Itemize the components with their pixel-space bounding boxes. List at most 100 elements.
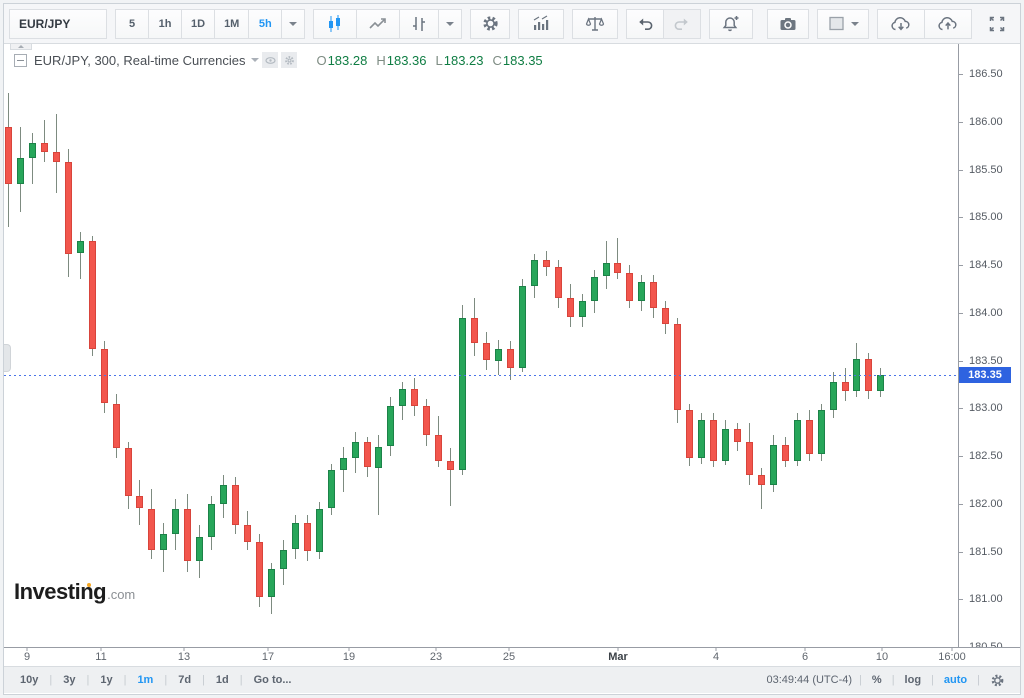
chart-type-dropdown-button[interactable]: [438, 8, 463, 39]
candle-wick: [617, 238, 619, 280]
candle-up: [220, 484, 228, 504]
snapshot-button[interactable]: [767, 8, 809, 39]
price-axis[interactable]: 183.35 186.50 186.00 185.50 185.00 184.50 184…: [958, 44, 1020, 647]
plot-area[interactable]: EUR/JPY, 300, Real-time Currencies O 183.…: [4, 44, 958, 647]
symbol-search[interactable]: EUR/JPY: [9, 8, 107, 39]
candle-down: [303, 522, 311, 552]
candle-down: [757, 475, 765, 485]
legend-collapse-icon[interactable]: [14, 53, 27, 67]
candle-up: [399, 389, 407, 407]
range-1m-active[interactable]: 1m: [137, 674, 154, 686]
range-1y[interactable]: 1y: [100, 674, 113, 686]
range-1d[interactable]: 1d: [215, 674, 229, 686]
candle-up: [160, 534, 168, 550]
series-visibility-button[interactable]: [262, 52, 279, 68]
interval-1h[interactable]: 1h: [148, 8, 182, 39]
candle-down: [52, 152, 60, 162]
candlestick-chart-button[interactable]: [313, 8, 358, 39]
last-price-line: [4, 375, 958, 376]
range-3y[interactable]: 3y: [63, 674, 76, 686]
candle-up: [530, 260, 538, 286]
candle-down: [471, 317, 478, 344]
x-tick-mark: [100, 647, 102, 651]
x-tick-mark: [267, 647, 269, 651]
chart-window: EUR/JPY 5 1h 1D 1M 5h: [3, 3, 1021, 695]
candle-up: [602, 263, 610, 277]
line-chart-button[interactable]: [356, 8, 401, 39]
y-tick-mark: [959, 552, 963, 553]
redo-button[interactable]: [663, 8, 702, 39]
candle-down: [710, 419, 717, 461]
go-to-date[interactable]: Go to...: [253, 674, 292, 686]
layout-square-icon: [828, 16, 844, 31]
interval-5[interactable]: 5: [115, 8, 149, 39]
x-tick-label: 6: [801, 651, 809, 663]
y-tick-mark: [959, 313, 963, 314]
x-tick-label: 19: [342, 651, 356, 663]
auto-scale-toggle[interactable]: auto: [943, 674, 968, 686]
candle-up: [351, 441, 359, 458]
gear-icon: [483, 16, 498, 31]
x-tick-label: 23: [429, 651, 443, 663]
candle-down: [64, 161, 72, 254]
chart-legend: EUR/JPY, 300, Real-time Currencies O 183.…: [14, 52, 543, 68]
x-tick-mark: [435, 647, 437, 651]
y-tick-mark: [959, 265, 963, 266]
y-tick-mark: [959, 122, 963, 123]
candle-up: [494, 349, 502, 361]
candle-up: [172, 508, 180, 535]
interval-5h-active[interactable]: 5h: [248, 8, 283, 39]
layout-select-button[interactable]: [817, 8, 869, 39]
x-tick-mark: [804, 647, 806, 651]
candle-up: [267, 568, 275, 598]
series-settings-button[interactable]: [281, 52, 298, 68]
x-tick-mark: [617, 647, 619, 651]
interval-1m[interactable]: 1M: [214, 8, 250, 39]
interval-group: 5 1h 1D 1M 5h: [115, 8, 306, 39]
clock[interactable]: 03:49:44 (UTC-4): [766, 674, 853, 686]
undo-button[interactable]: [626, 8, 665, 39]
load-layout-button[interactable]: [877, 8, 925, 39]
add-alert-button[interactable]: [709, 8, 754, 39]
candle-down: [112, 403, 120, 449]
chevron-down-icon[interactable]: [251, 58, 260, 62]
time-axis[interactable]: 9 11 13 17 19 23 25 Mar 4 6 10 16:00: [4, 647, 1020, 666]
percent-scale-toggle[interactable]: %: [871, 674, 882, 686]
y-tick-label: 185.50: [969, 164, 1003, 176]
toolbar-collapse-handle[interactable]: [10, 44, 32, 50]
fullscreen-icon: [989, 16, 1005, 31]
candle-down: [865, 358, 873, 392]
x-tick-label: 13: [177, 651, 191, 663]
axis-settings-button[interactable]: [987, 673, 1008, 688]
chart-properties-button[interactable]: [470, 8, 511, 39]
log-scale-toggle[interactable]: log: [904, 674, 922, 686]
range-10y[interactable]: 10y: [20, 674, 39, 686]
candle-wick: [378, 435, 380, 516]
candle-up: [578, 301, 586, 318]
interval-dropdown-button[interactable]: [281, 8, 306, 39]
series-title[interactable]: EUR/JPY, 300, Real-time Currencies: [34, 52, 246, 68]
x-tick-label: 4: [712, 651, 720, 663]
candle-down: [662, 308, 670, 325]
candle-up: [638, 282, 646, 302]
compare-button[interactable]: [572, 8, 619, 39]
x-tick-mark: [183, 647, 185, 651]
fullscreen-button[interactable]: [979, 9, 1015, 39]
indicators-button[interactable]: [518, 8, 565, 39]
alert-bell-icon: [723, 16, 739, 32]
bar-chart-button[interactable]: [399, 8, 440, 39]
redo-arrow-icon: [674, 18, 689, 30]
x-tick-mark: [348, 647, 350, 651]
candle-down: [100, 349, 108, 404]
candle-up: [76, 241, 84, 254]
y-tick-mark: [959, 408, 963, 409]
left-panel-handle[interactable]: [4, 344, 11, 372]
candle-down: [88, 241, 96, 349]
candle-up: [829, 381, 837, 411]
save-layout-button[interactable]: [924, 8, 972, 39]
y-tick-mark: [959, 456, 963, 457]
x-tick-label: 25: [502, 651, 516, 663]
interval-1d[interactable]: 1D: [181, 8, 216, 39]
range-7d[interactable]: 7d: [178, 674, 192, 686]
candle-down: [232, 484, 239, 525]
